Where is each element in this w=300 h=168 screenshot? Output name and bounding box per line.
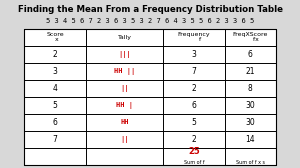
Text: 30: 30 — [245, 118, 255, 127]
Text: 3: 3 — [52, 67, 58, 76]
Text: Sum of f: Sum of f — [184, 160, 205, 165]
Text: Frequency
      f: Frequency f — [178, 32, 211, 43]
Text: 6: 6 — [192, 101, 197, 110]
Text: 2: 2 — [192, 135, 197, 144]
Text: Tally: Tally — [118, 35, 132, 40]
Text: 8: 8 — [248, 84, 253, 93]
Text: HH ||: HH || — [114, 68, 135, 75]
Text: 21: 21 — [246, 67, 255, 76]
Text: 7: 7 — [192, 67, 197, 76]
Text: 5: 5 — [52, 101, 58, 110]
Text: 5 3 4 5 6 7 2 3 6 3 5 3 2 7 6 4 3 5 5 6 2 3 3 6 5: 5 3 4 5 6 7 2 3 6 3 5 3 2 7 6 4 3 5 5 6 … — [46, 18, 254, 25]
Text: |||: ||| — [118, 51, 131, 58]
Text: 30: 30 — [245, 101, 255, 110]
Text: ||: || — [120, 136, 129, 143]
Text: 4: 4 — [52, 84, 58, 93]
Text: Finding the Mean From a Frequency Distribution Table: Finding the Mean From a Frequency Distri… — [17, 5, 283, 14]
Text: FreqXScore
      fx: FreqXScore fx — [232, 32, 268, 43]
Text: 6: 6 — [52, 118, 58, 127]
Text: 25: 25 — [188, 147, 200, 156]
Text: 14: 14 — [245, 135, 255, 144]
Text: HH: HH — [120, 119, 129, 125]
Text: 2: 2 — [192, 84, 197, 93]
Text: ||: || — [120, 85, 129, 92]
Text: 3: 3 — [192, 50, 197, 59]
Text: Score
  x: Score x — [46, 32, 64, 43]
Text: 7: 7 — [52, 135, 58, 144]
Text: 5: 5 — [192, 118, 197, 127]
Text: 2: 2 — [53, 50, 57, 59]
Text: Sum of f x s: Sum of f x s — [236, 160, 265, 165]
Text: 6: 6 — [248, 50, 253, 59]
Text: HH |: HH | — [116, 102, 133, 109]
